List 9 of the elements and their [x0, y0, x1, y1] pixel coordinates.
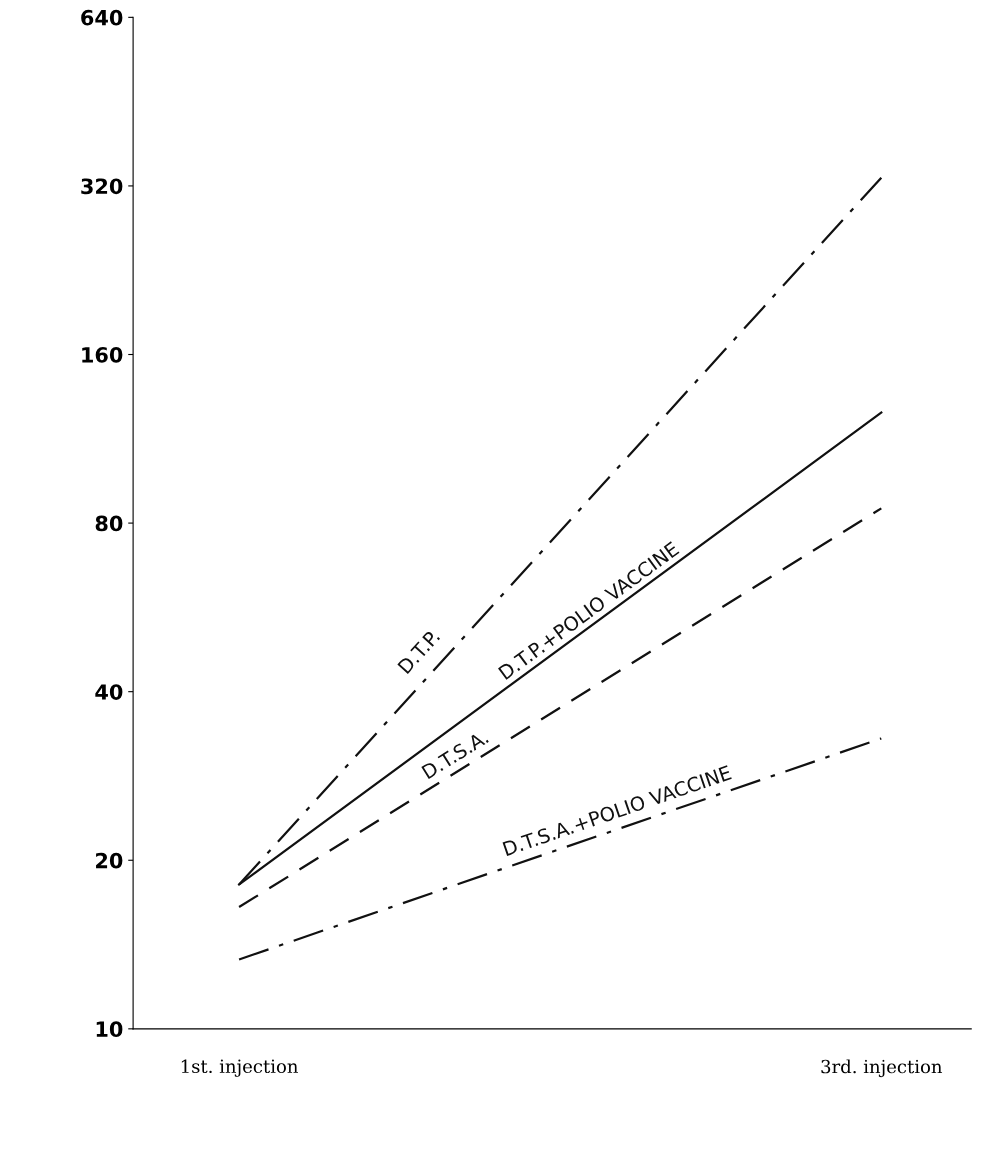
y-tick-label: 320 — [81, 178, 123, 195]
y-tick-label: 40 — [95, 684, 123, 700]
x-tick-label: 1st. injection — [181, 1059, 298, 1077]
y-tick-label: 640 — [81, 9, 123, 26]
y-tick-label: 10 — [96, 1021, 123, 1038]
y-tick-label: 20 — [96, 852, 123, 869]
y-tick-label: 80 — [95, 515, 123, 532]
y-tick-label: 160 — [82, 346, 123, 363]
x-tick-label: 3rd. injection — [821, 1059, 943, 1078]
